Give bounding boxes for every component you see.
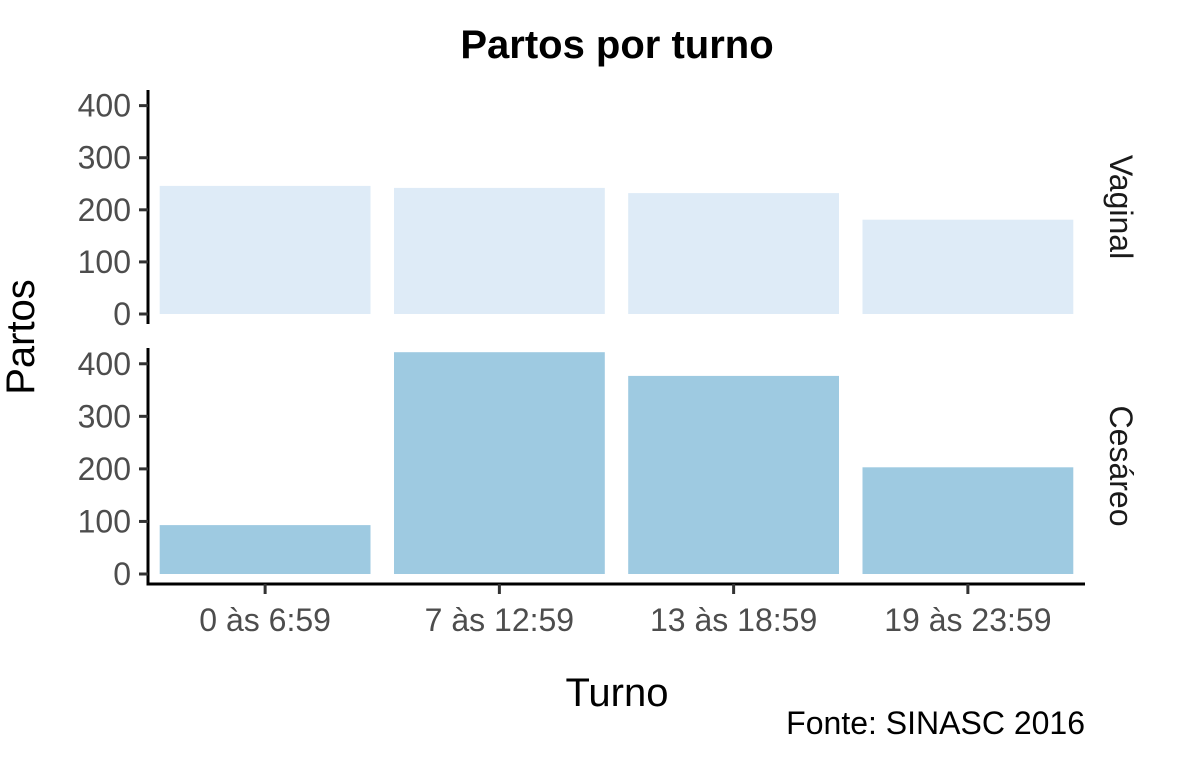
bar-2-3 [628,375,839,574]
x-tick-label-2: 7 às 12:59 [425,602,574,638]
y-tick-label-1-4: 300 [78,140,131,176]
y-tick-label-2-4: 300 [78,398,131,434]
bar-1-4 [862,219,1074,314]
y-tick-label-1-1: 0 [113,296,131,332]
chart-title: Partos por turno [460,23,773,67]
facet-strip-label-1: Vaginal [1103,155,1139,259]
bar-2-1 [159,525,371,574]
y-tick-label-1-5: 400 [78,88,131,124]
bar-2-4 [862,467,1074,574]
x-axis: 0 às 6:59 7 às 12:59 13 às 18:59 19 às 23:5… [146,582,1085,638]
bar-2-2 [394,352,605,574]
facet-panel-1: 0 100 200 300 400 Vaginal [78,88,1139,332]
y-tick-label-2-1: 0 [113,556,131,592]
x-tick-label-1: 0 às 6:59 [199,602,331,638]
x-tick-label-4: 19 às 23:59 [884,602,1051,638]
facet-strip-label-2: Cesáreo [1103,406,1139,527]
bar-1-3 [628,193,839,314]
x-tick-label-3: 13 às 18:59 [650,602,817,638]
chart-caption: Fonte: SINASC 2016 [786,705,1085,741]
y-tick-label-2-2: 100 [78,503,131,539]
facet-panel-2: 0 100 200 300 400 Cesáreo [78,346,1139,592]
y-axis-title: Partos [0,279,43,395]
bar-1-2 [394,187,605,314]
x-axis-title: Turno [565,671,668,715]
y-tick-label-1-2: 100 [78,244,131,280]
y-tick-label-2-3: 200 [78,451,131,487]
y-tick-label-1-3: 200 [78,192,131,228]
facets: 0 100 200 300 400 Vaginal 0 100 200 300 400 Cesáreo [78,88,1139,592]
bar-1-1 [159,185,371,314]
y-tick-label-2-5: 400 [78,346,131,382]
